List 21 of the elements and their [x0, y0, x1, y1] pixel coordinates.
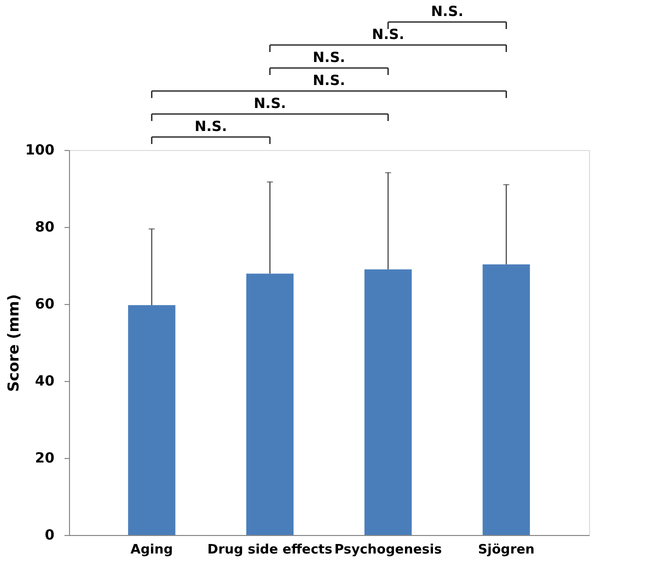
text: N.S.	[312, 73, 346, 89]
bar	[128, 305, 176, 535]
x-tick-label: Sjögren	[478, 542, 535, 558]
text: N.S.	[194, 119, 228, 135]
y-tick-label: 60	[35, 296, 55, 312]
y-tick-label: 20	[35, 450, 55, 466]
x-tick-label: Drug side effects	[207, 542, 333, 558]
y-tick-label: 40	[35, 374, 55, 390]
text: N.S.	[312, 50, 346, 66]
y-tick-label: 0	[44, 528, 55, 544]
y-tick-label: 100	[25, 142, 55, 158]
y-tick-label: 80	[35, 220, 55, 236]
y-axis-title: Score (mm)	[4, 294, 22, 392]
text: N.S.	[372, 27, 404, 43]
bar	[246, 274, 294, 535]
x-tick-label: Aging	[130, 542, 173, 558]
x-tick-label: Psychogenesis	[334, 542, 442, 558]
bar	[364, 269, 412, 535]
text: N.S.	[254, 96, 286, 112]
text: N.S.	[430, 4, 464, 20]
bar	[482, 264, 530, 535]
